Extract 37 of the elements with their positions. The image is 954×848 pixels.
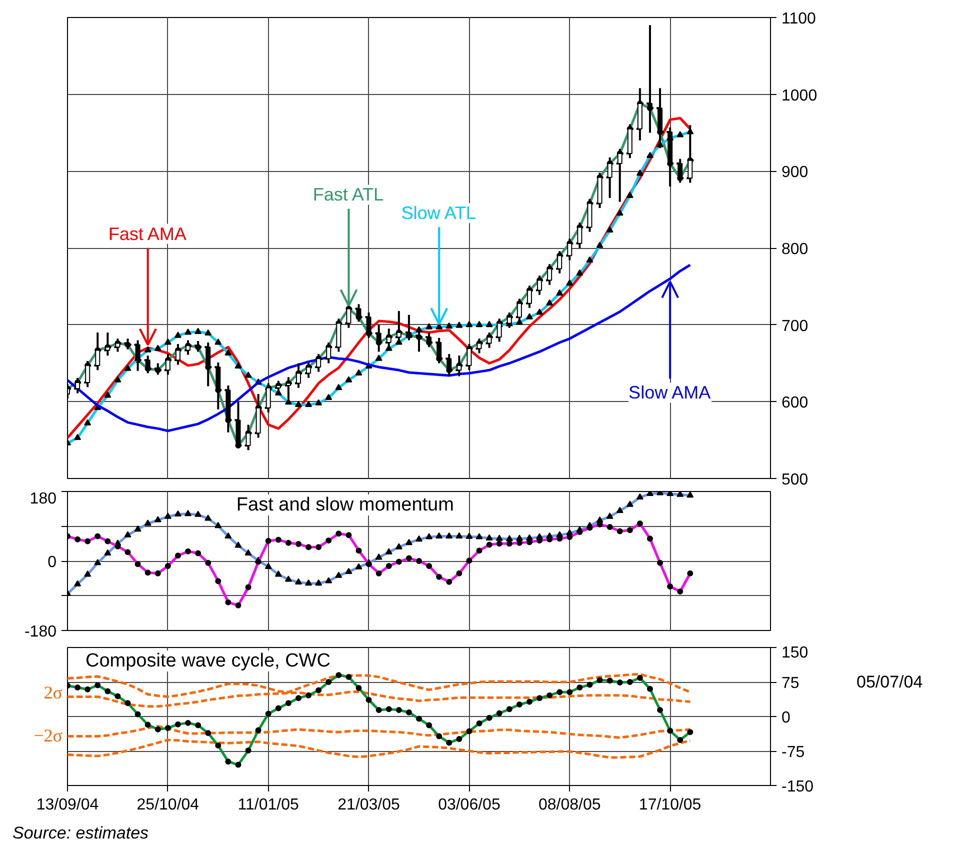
candlestick (274, 380, 283, 394)
y-tick-label: -150 (782, 778, 814, 796)
candlestick (153, 362, 162, 376)
candlestick (194, 340, 203, 353)
candlestick (123, 338, 132, 350)
chart-title: Composite wave cycle, CWC (86, 650, 330, 672)
x-tick-label: 08/08/05 (538, 796, 601, 814)
text: Slow AMA (628, 382, 711, 403)
y-tick-label: -75 (782, 744, 805, 761)
text: 05/07/04 (856, 672, 923, 692)
y-tick-label: 900 (782, 164, 808, 182)
y-tick-label: 600 (782, 394, 808, 412)
line-series (68, 738, 692, 759)
x-tick-label: 17/10/05 (638, 796, 702, 814)
y-tick-label: 0 (782, 710, 790, 726)
source-note: Source: estimates (12, 824, 150, 842)
y-tick-label: 180 (30, 490, 57, 508)
x-tick-label: 11/01/05 (238, 796, 300, 814)
y-tick-label: 150 (782, 644, 808, 662)
y-tick-label: 0 (48, 554, 57, 571)
text: Slow ATL (401, 203, 476, 224)
text: Fast AMA (108, 224, 186, 244)
text: −2σ (34, 725, 63, 746)
x-tick-label: 25/10/04 (136, 796, 200, 814)
y-tick-label: -180 (24, 624, 57, 640)
text: Fast ATL (312, 184, 384, 205)
y-tick-label: 800 (782, 241, 808, 258)
y-tick-label: 500 (782, 472, 808, 488)
x-tick-label: 03/06/05 (438, 796, 500, 814)
x-tick-label: 21/03/05 (338, 796, 400, 814)
y-tick-label: 1000 (782, 87, 818, 104)
y-tick-label: 75 (782, 675, 800, 692)
x-tick-label: 13/09/04 (36, 796, 99, 814)
y-tick-label: 1100 (782, 10, 816, 28)
text: 2σ (44, 682, 63, 703)
y-tick-label: 700 (782, 318, 808, 335)
chart-title: Fast and slow momentum (236, 494, 454, 516)
